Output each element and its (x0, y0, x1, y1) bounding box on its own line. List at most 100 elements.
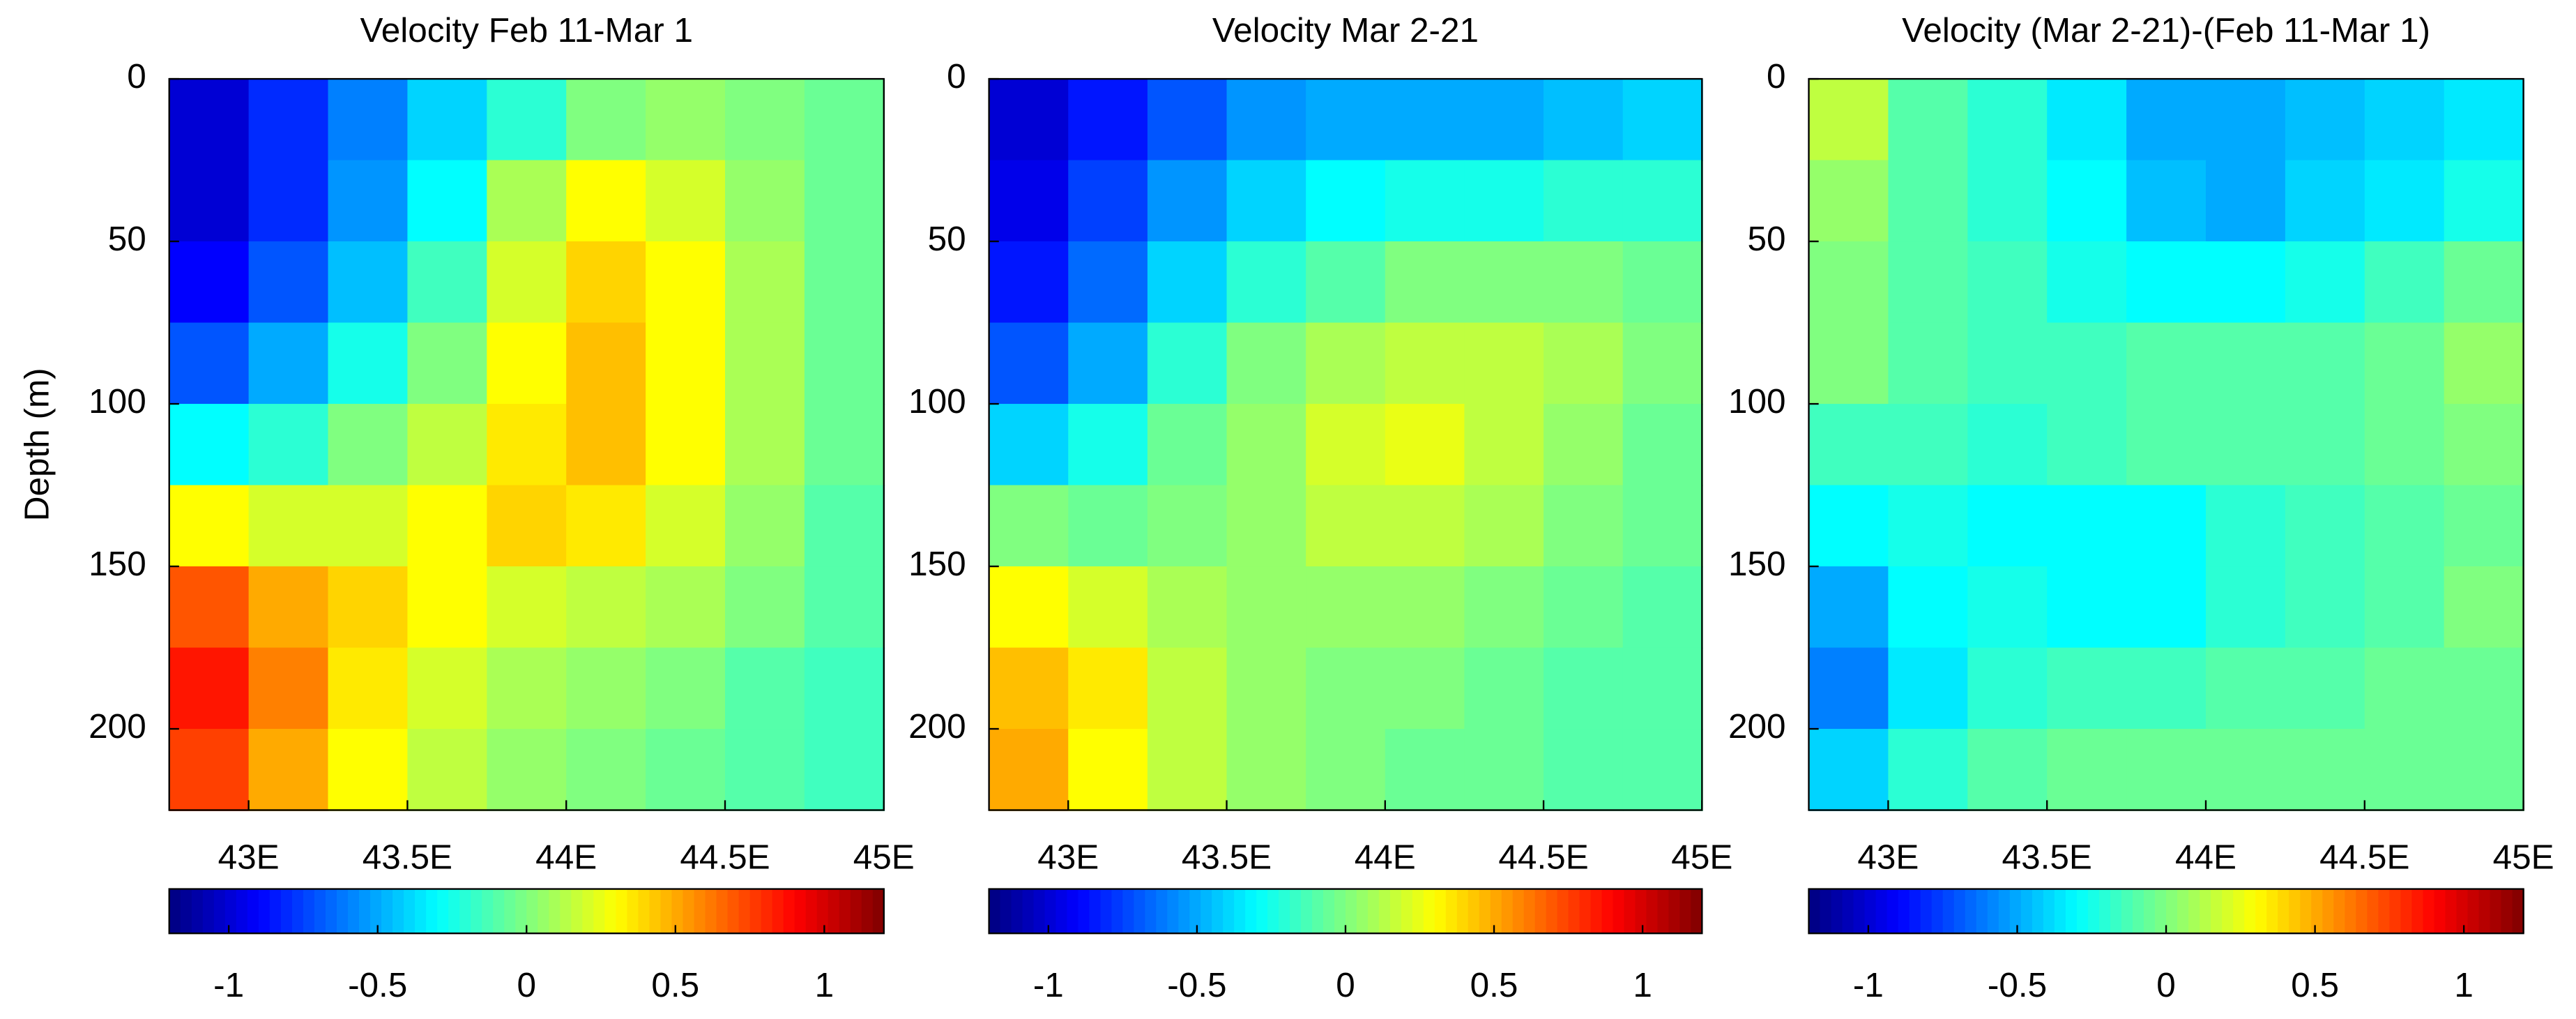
colorbar-step (2478, 889, 2491, 934)
colorbar-step (2333, 889, 2346, 934)
colorbar-tick-label: 0.5 (2291, 966, 2339, 1004)
heatmap-cell (407, 404, 488, 486)
colorbar-step (2278, 889, 2290, 934)
colorbar-step (1490, 889, 1502, 934)
colorbar-step (1044, 889, 1057, 934)
heatmap-cell (2126, 729, 2207, 811)
heatmap-cell (487, 79, 567, 161)
colorbar-step (213, 889, 226, 934)
colorbar-step (2233, 889, 2246, 934)
heatmap-cell (2364, 404, 2446, 486)
colorbar-step (1546, 889, 1558, 934)
colorbar-tick-label: -1 (1853, 966, 1884, 1004)
heatmap-cell (804, 729, 885, 811)
colorbar-step (2043, 889, 2056, 934)
heatmap-cell (2364, 241, 2446, 324)
heatmap-cell (2364, 322, 2446, 405)
colorbar-step (1646, 889, 1659, 934)
colorbar-step (1501, 889, 1514, 934)
colorbar-step (2456, 889, 2469, 934)
colorbar-step (1011, 889, 1023, 934)
colorbar-tick-label: 0.5 (651, 966, 699, 1004)
colorbar-step (2300, 889, 2312, 934)
y-tick-label: 50 (108, 220, 146, 258)
heatmap-cell (2126, 404, 2207, 486)
heatmap-cell (2206, 160, 2287, 243)
heatmap-cell (248, 322, 329, 405)
heatmap-cell (248, 485, 329, 568)
colorbar-step (258, 889, 271, 934)
y-tick-label: 200 (1728, 707, 1786, 746)
heatmap-cell (2047, 79, 2128, 161)
heatmap-cell (1544, 160, 1624, 243)
heatmap-cell (2047, 241, 2128, 324)
x-tick-label: 44E (535, 838, 597, 876)
colorbar-step (989, 889, 1001, 934)
heatmap-cell (566, 160, 647, 243)
colorbar-step (314, 889, 327, 934)
heatmap-cell (1385, 485, 1465, 568)
heatmap-cell (487, 647, 567, 730)
chart-title: Velocity Feb 11-Mar 1 (360, 11, 693, 50)
colorbar-step (2467, 889, 2480, 934)
x-tick-label: 43.5E (1182, 838, 1272, 876)
heatmap-cell (487, 404, 567, 486)
heatmap-cell (1544, 322, 1624, 405)
colorbar-step (482, 889, 494, 934)
y-axis-label: Depth (m) (18, 368, 56, 521)
colorbar-step (828, 889, 840, 934)
colorbar-step (1256, 889, 1269, 934)
heatmap-cell (566, 647, 647, 730)
heatmap-cell (2285, 404, 2366, 486)
heatmap-cell (1464, 566, 1545, 649)
heatmap-cell (1622, 729, 1703, 811)
heatmap-cell (2206, 241, 2287, 324)
heatmap-cell (2364, 566, 2446, 649)
heatmap-cell (248, 241, 329, 324)
heatmap-cell (2285, 241, 2366, 324)
colorbar-step (1367, 889, 1380, 934)
colorbar-tick-label: 1 (2454, 966, 2474, 1004)
heatmap-cell (169, 485, 250, 568)
heatmap-cell (1306, 729, 1387, 811)
heatmap-cell (1068, 322, 1149, 405)
heatmap-cell (1622, 322, 1703, 405)
colorbar-step (2222, 889, 2234, 934)
x-tick-label: 43.5E (2002, 838, 2092, 876)
heatmap-cell (328, 79, 409, 161)
heatmap-cell (2126, 485, 2207, 568)
y-tick-label: 150 (89, 545, 146, 583)
colorbar-tick-label: 0 (517, 966, 537, 1004)
colorbar-step (1931, 889, 1944, 934)
colorbar-step (1864, 889, 1877, 934)
heatmap-cell (725, 729, 806, 811)
heatmap-cell (1147, 322, 1228, 405)
heatmap-cell (1967, 729, 2048, 811)
colorbar-step (1909, 889, 1921, 934)
heatmap-cell (1306, 485, 1387, 568)
heatmap-cell (989, 404, 1069, 486)
colorbar-step (2255, 889, 2268, 934)
heatmap-cell (248, 729, 329, 811)
colorbar-step (1808, 889, 1821, 934)
colorbar-step (1323, 889, 1336, 934)
heatmap-cell (989, 160, 1069, 243)
heatmap-cell (328, 160, 409, 243)
colorbar-step (649, 889, 662, 934)
heatmap-cell (989, 322, 1069, 405)
colorbar-step (571, 889, 584, 934)
heatmap-cell (2285, 160, 2366, 243)
heatmap-cell (804, 647, 885, 730)
heatmap-cell (646, 729, 726, 811)
heatmap-cell (407, 241, 488, 324)
colorbar-step (336, 889, 349, 934)
heatmap-cell (1068, 566, 1149, 649)
x-tick-label: 44.5E (1498, 838, 1588, 876)
colorbar-step (291, 889, 305, 934)
heatmap-cell (2047, 729, 2128, 811)
colorbar-step (448, 889, 461, 934)
colorbar-step (616, 889, 628, 934)
heatmap-cell (804, 566, 885, 649)
colorbar-step (1189, 889, 1202, 934)
